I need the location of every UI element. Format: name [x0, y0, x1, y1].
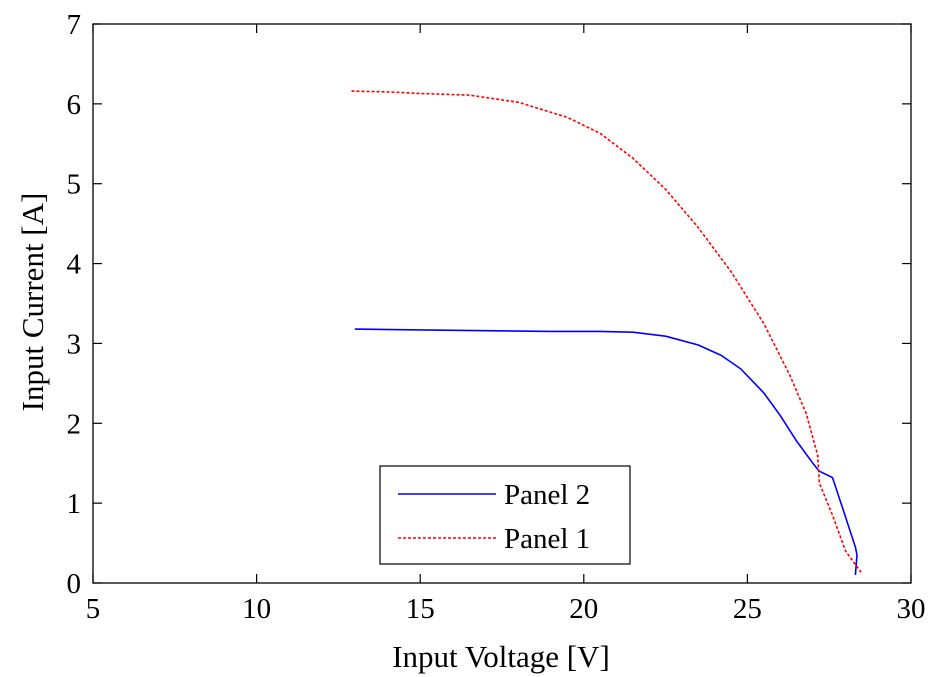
y-tick-label-2: 2	[67, 408, 82, 440]
x-axis-title: Input Voltage [V]	[392, 639, 610, 674]
plot-area	[92, 23, 912, 584]
y-axis-title: Input Current [A]	[15, 193, 50, 412]
legend: Panel 2 Panel 1	[379, 465, 631, 565]
x-tick-label-2: 15	[406, 593, 435, 625]
x-tick-label-5: 30	[897, 593, 926, 625]
y-tick-label-4: 4	[67, 249, 82, 281]
ticks-layer	[92, 23, 912, 584]
x-tick-label-3: 20	[569, 593, 598, 625]
legend-label-1: Panel 1	[504, 523, 590, 555]
x-tick-label-1: 10	[242, 593, 271, 625]
series-layer	[351, 90, 863, 576]
series-line-panel-1	[351, 90, 863, 574]
legend-label-0: Panel 2	[504, 479, 590, 511]
y-tick-label-0: 0	[67, 568, 82, 600]
y-tick-label-6: 6	[67, 89, 82, 121]
x-tick-label-4: 25	[733, 593, 762, 625]
y-tick-label-5: 5	[67, 169, 82, 201]
y-tick-label-1: 1	[67, 488, 82, 520]
y-tick-label-7: 7	[67, 9, 82, 41]
legend-box	[379, 465, 631, 565]
y-tick-label-3: 3	[67, 328, 82, 360]
tick-labels-layer: 5 10 15 20 25 30 0 1 2 3 4 5 6 7	[67, 9, 926, 625]
axes-box	[92, 23, 912, 584]
x-tick-label-0: 5	[86, 593, 101, 625]
series-line-panel-2	[354, 328, 858, 576]
